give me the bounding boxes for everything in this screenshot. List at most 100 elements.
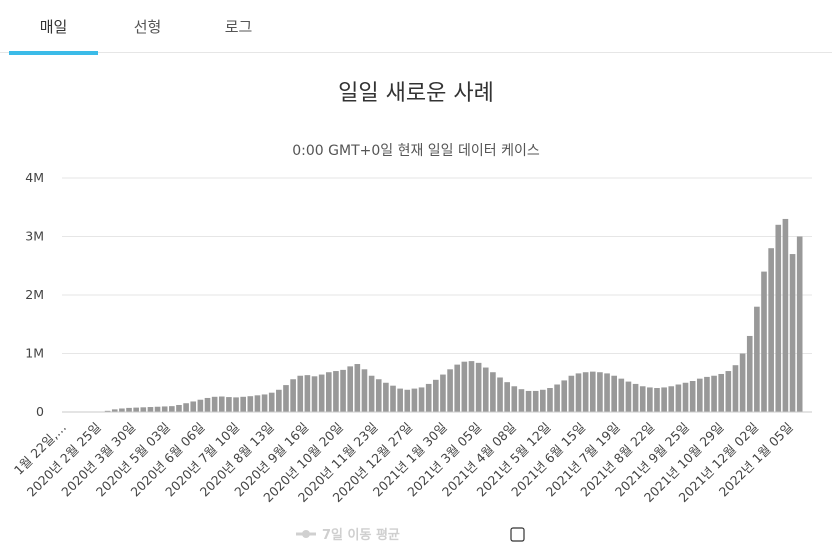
bar[interactable] [696, 378, 703, 412]
bar[interactable] [390, 385, 396, 412]
bar[interactable] [497, 377, 503, 412]
bar[interactable] [582, 372, 589, 412]
bar[interactable] [368, 375, 375, 412]
bar[interactable] [290, 379, 296, 412]
bar[interactable] [119, 408, 125, 412]
bar[interactable] [647, 387, 653, 412]
bar[interactable] [768, 248, 774, 412]
bar[interactable] [561, 380, 568, 412]
bar[interactable] [789, 254, 796, 412]
bar[interactable] [218, 396, 225, 413]
bar[interactable] [104, 410, 111, 412]
bar[interactable] [126, 407, 132, 412]
bar[interactable] [597, 372, 603, 412]
bar[interactable] [375, 379, 382, 412]
bar[interactable] [169, 406, 175, 412]
bar[interactable] [304, 375, 311, 412]
bar[interactable] [547, 388, 553, 412]
bar[interactable] [311, 376, 318, 412]
bar[interactable] [154, 406, 161, 412]
bar[interactable] [461, 361, 468, 412]
bar[interactable] [468, 361, 475, 412]
bar[interactable] [668, 386, 675, 412]
bar[interactable] [682, 382, 689, 412]
bar[interactable] [383, 382, 389, 412]
bar[interactable] [283, 385, 289, 412]
bar[interactable] [618, 378, 625, 412]
tab-log[interactable]: 로그 [224, 18, 253, 36]
bar[interactable] [589, 371, 596, 412]
bar[interactable] [604, 373, 610, 412]
bar[interactable] [111, 409, 118, 412]
bar[interactable] [575, 373, 582, 412]
bar[interactable] [796, 236, 803, 413]
bar[interactable] [133, 407, 139, 412]
bar[interactable] [183, 403, 189, 412]
bar[interactable] [347, 366, 354, 412]
bar[interactable] [782, 218, 789, 412]
bar[interactable] [318, 374, 325, 412]
bar[interactable] [654, 388, 660, 412]
bar[interactable] [226, 397, 232, 412]
bar[interactable] [204, 397, 211, 412]
bar[interactable] [689, 381, 696, 412]
bar[interactable] [325, 372, 332, 412]
bar[interactable] [490, 372, 496, 412]
bar[interactable] [354, 364, 361, 412]
bar[interactable] [540, 389, 546, 412]
bar[interactable] [611, 375, 617, 412]
bar[interactable] [233, 397, 239, 413]
bar[interactable] [197, 399, 204, 412]
bar[interactable] [746, 335, 753, 412]
bar[interactable] [725, 371, 732, 412]
bar[interactable] [504, 382, 510, 412]
bar[interactable] [397, 388, 403, 412]
bar[interactable] [411, 388, 418, 412]
tab-linear[interactable]: 선형 [133, 18, 162, 36]
bar[interactable] [639, 386, 646, 412]
bar[interactable] [518, 389, 525, 412]
bar[interactable] [268, 392, 275, 412]
bar[interactable] [190, 401, 197, 412]
bar[interactable] [475, 362, 482, 412]
bar[interactable] [732, 365, 739, 412]
bar[interactable] [418, 387, 425, 412]
bar[interactable] [247, 396, 254, 412]
bar[interactable] [482, 367, 489, 412]
bar[interactable] [440, 374, 446, 412]
bar[interactable] [404, 389, 411, 412]
bar[interactable] [276, 389, 282, 412]
bar[interactable] [240, 396, 246, 412]
bar[interactable] [532, 390, 539, 412]
bar[interactable] [176, 404, 182, 412]
bar[interactable] [525, 390, 532, 412]
bar[interactable] [261, 394, 268, 412]
bar[interactable] [340, 369, 346, 412]
bar[interactable] [675, 384, 682, 413]
bar[interactable] [333, 371, 339, 412]
bar[interactable] [511, 386, 518, 412]
bar[interactable] [775, 224, 782, 412]
bar[interactable] [554, 384, 560, 413]
bar[interactable] [754, 306, 760, 412]
bar[interactable] [718, 373, 725, 412]
bar[interactable] [711, 375, 717, 412]
bar[interactable] [140, 407, 147, 412]
bar[interactable] [254, 395, 261, 412]
bar[interactable] [433, 379, 439, 412]
legend-item-moving-average[interactable]: 7일 이동 평균 [296, 527, 400, 543]
bar[interactable] [761, 271, 767, 412]
bar[interactable] [739, 353, 746, 413]
bar[interactable] [361, 369, 368, 412]
bar[interactable] [147, 407, 154, 412]
tab-daily[interactable]: 매일 [39, 18, 68, 36]
bar[interactable] [161, 406, 168, 412]
bar[interactable] [625, 381, 632, 412]
bar[interactable] [661, 387, 667, 412]
bar[interactable] [211, 396, 218, 412]
bar[interactable] [632, 383, 639, 412]
bar[interactable] [447, 369, 453, 412]
bar[interactable] [454, 364, 461, 412]
bar[interactable] [704, 376, 710, 412]
bar[interactable] [425, 383, 432, 412]
